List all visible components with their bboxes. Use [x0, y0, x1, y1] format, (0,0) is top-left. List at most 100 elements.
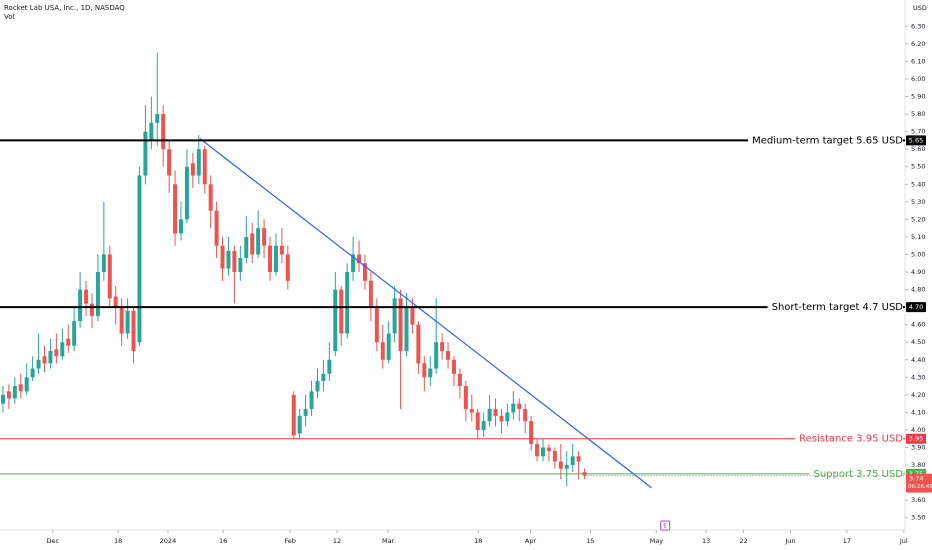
- candle-body: [541, 447, 545, 457]
- y-tick-label: 4.90: [911, 268, 925, 276]
- candle-body: [546, 447, 551, 452]
- level-badge: [906, 135, 926, 146]
- candle-body: [327, 359, 332, 374]
- level-label: Short-term target 4.7 USD: [772, 302, 904, 313]
- candle-body: [386, 333, 391, 360]
- y-tick-label: 4.10: [911, 408, 925, 416]
- last-price-badge: [906, 473, 932, 493]
- level-badge: [906, 433, 926, 444]
- level-badge: [906, 302, 926, 313]
- candle-body: [155, 114, 160, 123]
- candle-body: [18, 384, 23, 392]
- level-badge-label: 3.95: [909, 435, 923, 443]
- y-tick-label: 4.60: [911, 321, 925, 329]
- candle-body: [24, 377, 29, 392]
- x-tick-label: 12: [333, 537, 341, 545]
- y-tick-label: 5.70: [911, 128, 925, 136]
- candle-body: [410, 307, 415, 325]
- candle-body: [149, 122, 154, 141]
- x-tick-label: 16: [219, 537, 227, 545]
- candle-body: [428, 368, 433, 378]
- y-tick-label: 5.30: [911, 198, 925, 206]
- level-label-bg: [748, 133, 903, 148]
- candle-body: [446, 350, 451, 360]
- level-badge-label: 4.70: [909, 303, 923, 311]
- candle-body: [60, 342, 65, 357]
- x-tick-label: 18: [474, 537, 482, 545]
- candle-body: [463, 386, 468, 409]
- candle-body: [167, 149, 172, 176]
- x-tick-label: Feb: [284, 537, 296, 545]
- candle-body: [481, 421, 486, 430]
- candle-body: [576, 456, 581, 462]
- candle-body: [232, 250, 237, 273]
- candle-body: [268, 245, 273, 273]
- level-label: Resistance 3.95 USD: [799, 434, 903, 445]
- y-tick-label: 4.40: [911, 356, 925, 364]
- candle-body: [333, 289, 338, 351]
- candle-body: [125, 310, 130, 334]
- candle-body: [131, 310, 136, 351]
- y-tick-label: 4.00: [911, 426, 925, 434]
- candle-body: [6, 391, 11, 399]
- candle-body: [285, 254, 290, 281]
- candle-body: [351, 254, 356, 273]
- candle-body: [416, 324, 421, 364]
- trendline: [199, 138, 652, 489]
- candle-body: [238, 257, 243, 273]
- last-price-label: 3.74: [909, 475, 923, 483]
- candle-body: [457, 373, 462, 387]
- candle-body: [214, 210, 219, 246]
- candle-body: [505, 412, 510, 422]
- x-tick-label: Dec: [47, 537, 60, 545]
- candle-body: [309, 391, 314, 409]
- candle-body: [202, 149, 207, 185]
- candle-body: [499, 415, 504, 422]
- candle-body: [493, 408, 498, 416]
- candle-body: [523, 408, 528, 422]
- candle-body: [345, 272, 350, 334]
- candle-body: [362, 263, 367, 281]
- candle-body: [84, 289, 89, 304]
- candle-body: [564, 465, 569, 469]
- candle-body: [78, 289, 83, 322]
- currency-label: USD: [913, 4, 927, 12]
- candle-body: [469, 408, 474, 413]
- candle-body: [357, 254, 362, 264]
- candle-body: [89, 303, 94, 316]
- candle-body: [30, 368, 35, 378]
- x-tick-label: May: [650, 537, 664, 545]
- candle-body: [374, 307, 379, 343]
- candle-body: [190, 163, 195, 176]
- candle-body: [315, 380, 320, 392]
- candle-body: [422, 363, 427, 378]
- candle-body: [72, 321, 77, 346]
- y-tick-label: 6.20: [911, 40, 925, 48]
- candle-body: [48, 350, 53, 364]
- candle-body: [196, 149, 201, 176]
- candle-body: [487, 408, 492, 422]
- candle-body: [552, 451, 557, 462]
- candle-body: [303, 408, 308, 416]
- candle-body: [535, 444, 540, 457]
- candle-body: [511, 403, 516, 413]
- candle-body: [451, 359, 456, 374]
- y-tick-label: 3.80: [911, 461, 925, 469]
- candle-body: [101, 254, 106, 273]
- candle-body: [161, 114, 166, 150]
- level-label-bg: [809, 466, 903, 481]
- x-tick-label: Apr: [525, 537, 537, 545]
- level-label: Support 3.75 USD: [813, 469, 903, 480]
- level-label-bg: [795, 431, 903, 446]
- level-label-bg: [767, 300, 903, 315]
- y-tick-label: 6.10: [911, 57, 925, 65]
- candle-body: [339, 289, 344, 334]
- countdown-label: 06:28:45: [908, 484, 932, 490]
- candle-body: [404, 307, 409, 351]
- candle-body: [558, 461, 563, 469]
- y-tick-label: 4.30: [911, 373, 925, 381]
- candle-body: [517, 403, 522, 409]
- y-tick-label: 4.20: [911, 391, 925, 399]
